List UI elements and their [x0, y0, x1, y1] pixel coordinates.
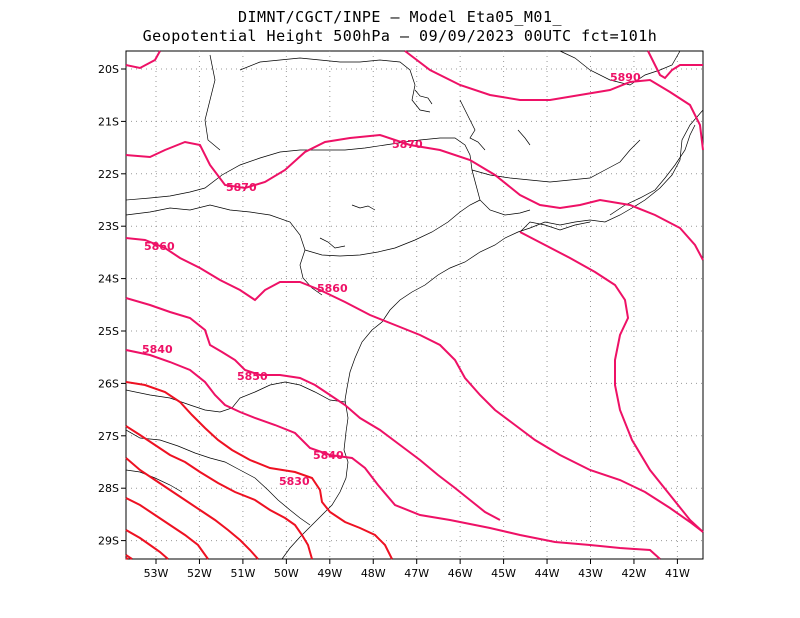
contour-5830: [125, 381, 393, 560]
contour-5835: [125, 557, 129, 560]
uruguay-border: [125, 469, 183, 493]
border-top: [204, 54, 221, 151]
contour-5880: [125, 50, 161, 70]
contour-5860-east: [519, 231, 704, 533]
border-ba: [559, 50, 681, 86]
contour-5790: [125, 529, 169, 560]
contour-5780: [125, 554, 133, 560]
reservoir: [319, 237, 346, 249]
lon-label: 45W: [491, 567, 516, 580]
border-sc-rs: [125, 429, 311, 526]
lat-label: 24S: [98, 273, 119, 286]
border-ms-pr: [125, 204, 323, 296]
lon-label: 43W: [578, 567, 603, 580]
contour-label-5870: 5870: [392, 138, 423, 151]
lat-label: 25S: [98, 325, 119, 338]
lat-label: 26S: [98, 377, 119, 390]
lon-label: 42W: [622, 567, 647, 580]
contour-5880b: [647, 50, 703, 80]
height-contours: [125, 50, 704, 560]
lon-label: 51W: [230, 567, 255, 580]
lat-label: 29S: [98, 535, 119, 548]
lon-label: 53W: [144, 567, 169, 580]
lat-label: 22S: [98, 168, 119, 181]
lon-label: 48W: [361, 567, 386, 580]
graticule: [126, 51, 703, 559]
contour-5840: [125, 349, 661, 560]
border-sp-inner: [304, 199, 481, 257]
contour-label-5870: 5870: [226, 181, 257, 194]
lon-label: 46W: [448, 567, 473, 580]
reservoir: [414, 89, 433, 105]
lat-label: 21S: [98, 115, 119, 128]
border-sp-rj: [519, 221, 591, 233]
border-mg-sp: [125, 137, 531, 216]
map-title-line1: DIMNT/CGCT/INPE — Model Eta05_M01_: [237, 8, 563, 26]
lon-label: 44W: [535, 567, 560, 580]
coastline: [281, 109, 704, 560]
map-frame: [125, 50, 704, 560]
contour-label-5840: 5840: [313, 449, 344, 462]
reservoir: [459, 99, 486, 151]
lon-label: 50W: [274, 567, 299, 580]
contour-5800: [125, 497, 209, 560]
contour-labels: 5890 5870 5870 5860 5860 5850 5840 5840 …: [142, 71, 641, 488]
coastlines-borders: [125, 50, 704, 560]
lat-label: 28S: [98, 482, 119, 495]
contour-5860: [125, 237, 704, 533]
map-title-line2: Geopotential Height 500hPa — 09/09/2023 …: [142, 27, 658, 45]
contour-label-5860: 5860: [317, 282, 348, 295]
contour-label-5860: 5860: [144, 240, 175, 253]
lat-label: 23S: [98, 220, 119, 233]
reservoir: [351, 204, 376, 211]
border-rj-es: [609, 124, 696, 216]
lon-label: 49W: [317, 567, 342, 580]
lon-label: 52W: [187, 567, 212, 580]
lat-label: 20S: [98, 63, 119, 76]
border-go: [239, 57, 431, 113]
contour-label-5830: 5830: [279, 475, 310, 488]
contour-5820: [125, 425, 313, 560]
contour-5870: [125, 133, 704, 261]
contour-label-5890: 5890: [610, 71, 641, 84]
reservoir: [517, 129, 531, 146]
lat-label: 27S: [98, 430, 119, 443]
contour-5890: [404, 50, 704, 151]
contour-label-5850: 5850: [237, 370, 268, 383]
lon-label: 47W: [404, 567, 429, 580]
border-mg-inner: [471, 139, 641, 183]
contour-5850: [125, 297, 501, 521]
contour-5810: [125, 457, 259, 560]
border-pr-sc: [125, 381, 346, 413]
contour-label-5840: 5840: [142, 343, 173, 356]
lon-label: 41W: [665, 567, 690, 580]
axis-ticks: 53W 52W 51W 50W 49W 48W 47W 46W 45W 44W 43W 42W 41W 2…: [98, 63, 690, 580]
